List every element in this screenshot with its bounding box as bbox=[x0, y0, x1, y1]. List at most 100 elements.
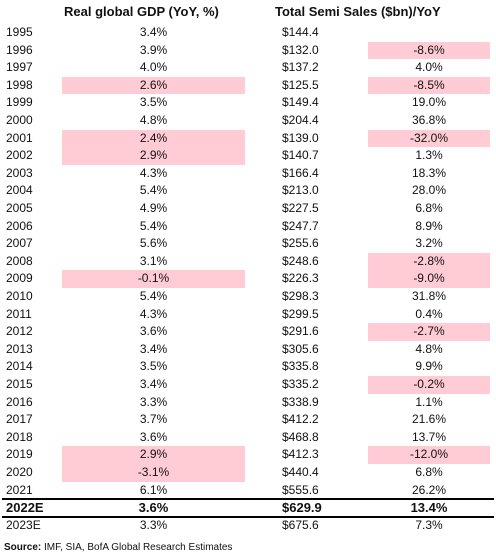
value-cell: 6.8% bbox=[415, 465, 443, 479]
value-cell: $139.0 bbox=[282, 130, 319, 145]
value-cell: 4.3% bbox=[139, 165, 168, 180]
value-cell: -9.0% bbox=[413, 271, 445, 286]
value-cell: $149.4 bbox=[282, 95, 319, 110]
highlight bbox=[62, 147, 245, 165]
value-cell: 3.6% bbox=[139, 429, 168, 444]
year: 2016 bbox=[6, 394, 33, 409]
highlight bbox=[368, 129, 490, 148]
value-cell: $255.6 bbox=[282, 236, 319, 251]
value-cell: 3.3% bbox=[139, 394, 168, 409]
year: 2017 bbox=[6, 412, 33, 427]
value-cell: 6.1% bbox=[139, 482, 168, 497]
year: 2007 bbox=[6, 236, 33, 251]
value-cell: 13.7% bbox=[411, 429, 447, 444]
semi-header: Total Semi Sales ($bn)/YoY bbox=[275, 4, 441, 19]
value-cell: 5.4% bbox=[139, 289, 168, 303]
value-cell: $555.6 bbox=[282, 482, 319, 497]
year: 2019 bbox=[6, 447, 33, 462]
row-rule bbox=[2, 515, 494, 518]
value-cell: $335.2 bbox=[282, 377, 319, 391]
year: 2011 bbox=[6, 306, 32, 321]
value-cell: -8.5% bbox=[413, 77, 445, 92]
year: 2006 bbox=[6, 218, 33, 233]
year: 2004 bbox=[6, 183, 33, 198]
highlight bbox=[62, 129, 245, 148]
value-cell: 3.4% bbox=[139, 377, 168, 391]
highlight bbox=[368, 41, 490, 60]
value-cell: 1.3% bbox=[415, 148, 443, 163]
value-cell: -2.8% bbox=[413, 253, 445, 268]
value-cell: 36.8% bbox=[411, 113, 447, 127]
row-rule bbox=[2, 498, 494, 501]
year: 1998 bbox=[6, 77, 33, 92]
value-cell: 6.8% bbox=[415, 201, 443, 215]
value-cell: $137.2 bbox=[282, 60, 319, 75]
value-cell: 3.5% bbox=[139, 359, 168, 374]
value-cell: $291.6 bbox=[282, 324, 319, 339]
year: 2000 bbox=[6, 113, 33, 127]
value-cell: 3.5% bbox=[139, 95, 168, 110]
value-cell: 3.4% bbox=[139, 341, 168, 356]
value-cell: 8.9% bbox=[415, 218, 443, 233]
value-cell: $227.5 bbox=[282, 201, 319, 215]
year: 2018 bbox=[6, 429, 33, 444]
value-cell: $440.4 bbox=[282, 465, 319, 479]
value-cell: 18.3% bbox=[411, 165, 447, 180]
value-cell: $247.7 bbox=[282, 218, 319, 233]
value-cell: 28.0% bbox=[411, 183, 447, 198]
value-cell: $338.9 bbox=[282, 394, 319, 409]
value-cell: $248.6 bbox=[282, 253, 319, 268]
year: 2005 bbox=[6, 201, 33, 215]
highlight bbox=[368, 252, 490, 271]
value-cell: 2.6% bbox=[139, 77, 168, 92]
value-cell: -12.0% bbox=[409, 447, 449, 462]
source-text: IMF, SIA, BofA Global Research Estimates bbox=[44, 542, 233, 553]
highlight bbox=[368, 270, 490, 288]
year: 2010 bbox=[6, 289, 33, 303]
value-cell: 3.2% bbox=[415, 236, 443, 251]
value-cell: -8.6% bbox=[413, 42, 445, 57]
source-label: Source: bbox=[4, 542, 42, 553]
value-cell: 0.4% bbox=[415, 306, 443, 321]
value-cell: $204.4 bbox=[282, 113, 319, 127]
value-cell: 4.8% bbox=[139, 113, 168, 127]
value-cell: $298.3 bbox=[282, 289, 319, 303]
value-cell: 19.0% bbox=[411, 95, 447, 110]
value-cell: 3.1% bbox=[139, 253, 168, 268]
value-cell: 1.1% bbox=[415, 394, 443, 409]
value-cell: 3.6% bbox=[139, 324, 168, 339]
value-cell: 21.6% bbox=[411, 412, 447, 427]
gdp-header: Real global GDP (YoY, %) bbox=[64, 4, 219, 19]
value-cell: -3.1% bbox=[137, 465, 170, 479]
year: 1996 bbox=[6, 42, 33, 57]
value-cell: 4.9% bbox=[139, 201, 168, 215]
value-cell: 26.2% bbox=[411, 482, 447, 497]
value-cell: 4.0% bbox=[415, 60, 443, 75]
value-cell: $140.7 bbox=[282, 148, 319, 163]
value-cell: $335.8 bbox=[282, 359, 319, 374]
highlight bbox=[368, 76, 490, 95]
year: 1997 bbox=[6, 60, 33, 75]
highlight bbox=[368, 376, 490, 394]
year: 2001 bbox=[6, 130, 33, 145]
highlight bbox=[62, 446, 245, 464]
year: 2022E bbox=[6, 500, 44, 516]
year: 2009 bbox=[6, 271, 33, 286]
value-cell: 3.3% bbox=[139, 517, 168, 532]
highlight bbox=[62, 270, 245, 288]
value-cell: 5.4% bbox=[139, 218, 168, 233]
value-cell: $299.5 bbox=[282, 306, 319, 321]
value-cell: -0.1% bbox=[137, 271, 170, 286]
value-cell: -32.0% bbox=[409, 130, 449, 145]
value-cell: $144.4 bbox=[282, 25, 319, 39]
year: 1999 bbox=[6, 95, 33, 110]
value-cell: 2.9% bbox=[139, 148, 168, 163]
value-cell: $226.3 bbox=[282, 271, 319, 286]
value-cell: $213.0 bbox=[282, 183, 319, 198]
highlight bbox=[368, 446, 490, 464]
value-cell: $125.5 bbox=[282, 77, 319, 92]
value-cell: 31.8% bbox=[411, 289, 447, 303]
value-cell: 3.9% bbox=[139, 42, 168, 57]
value-cell: 9.9% bbox=[415, 359, 443, 374]
